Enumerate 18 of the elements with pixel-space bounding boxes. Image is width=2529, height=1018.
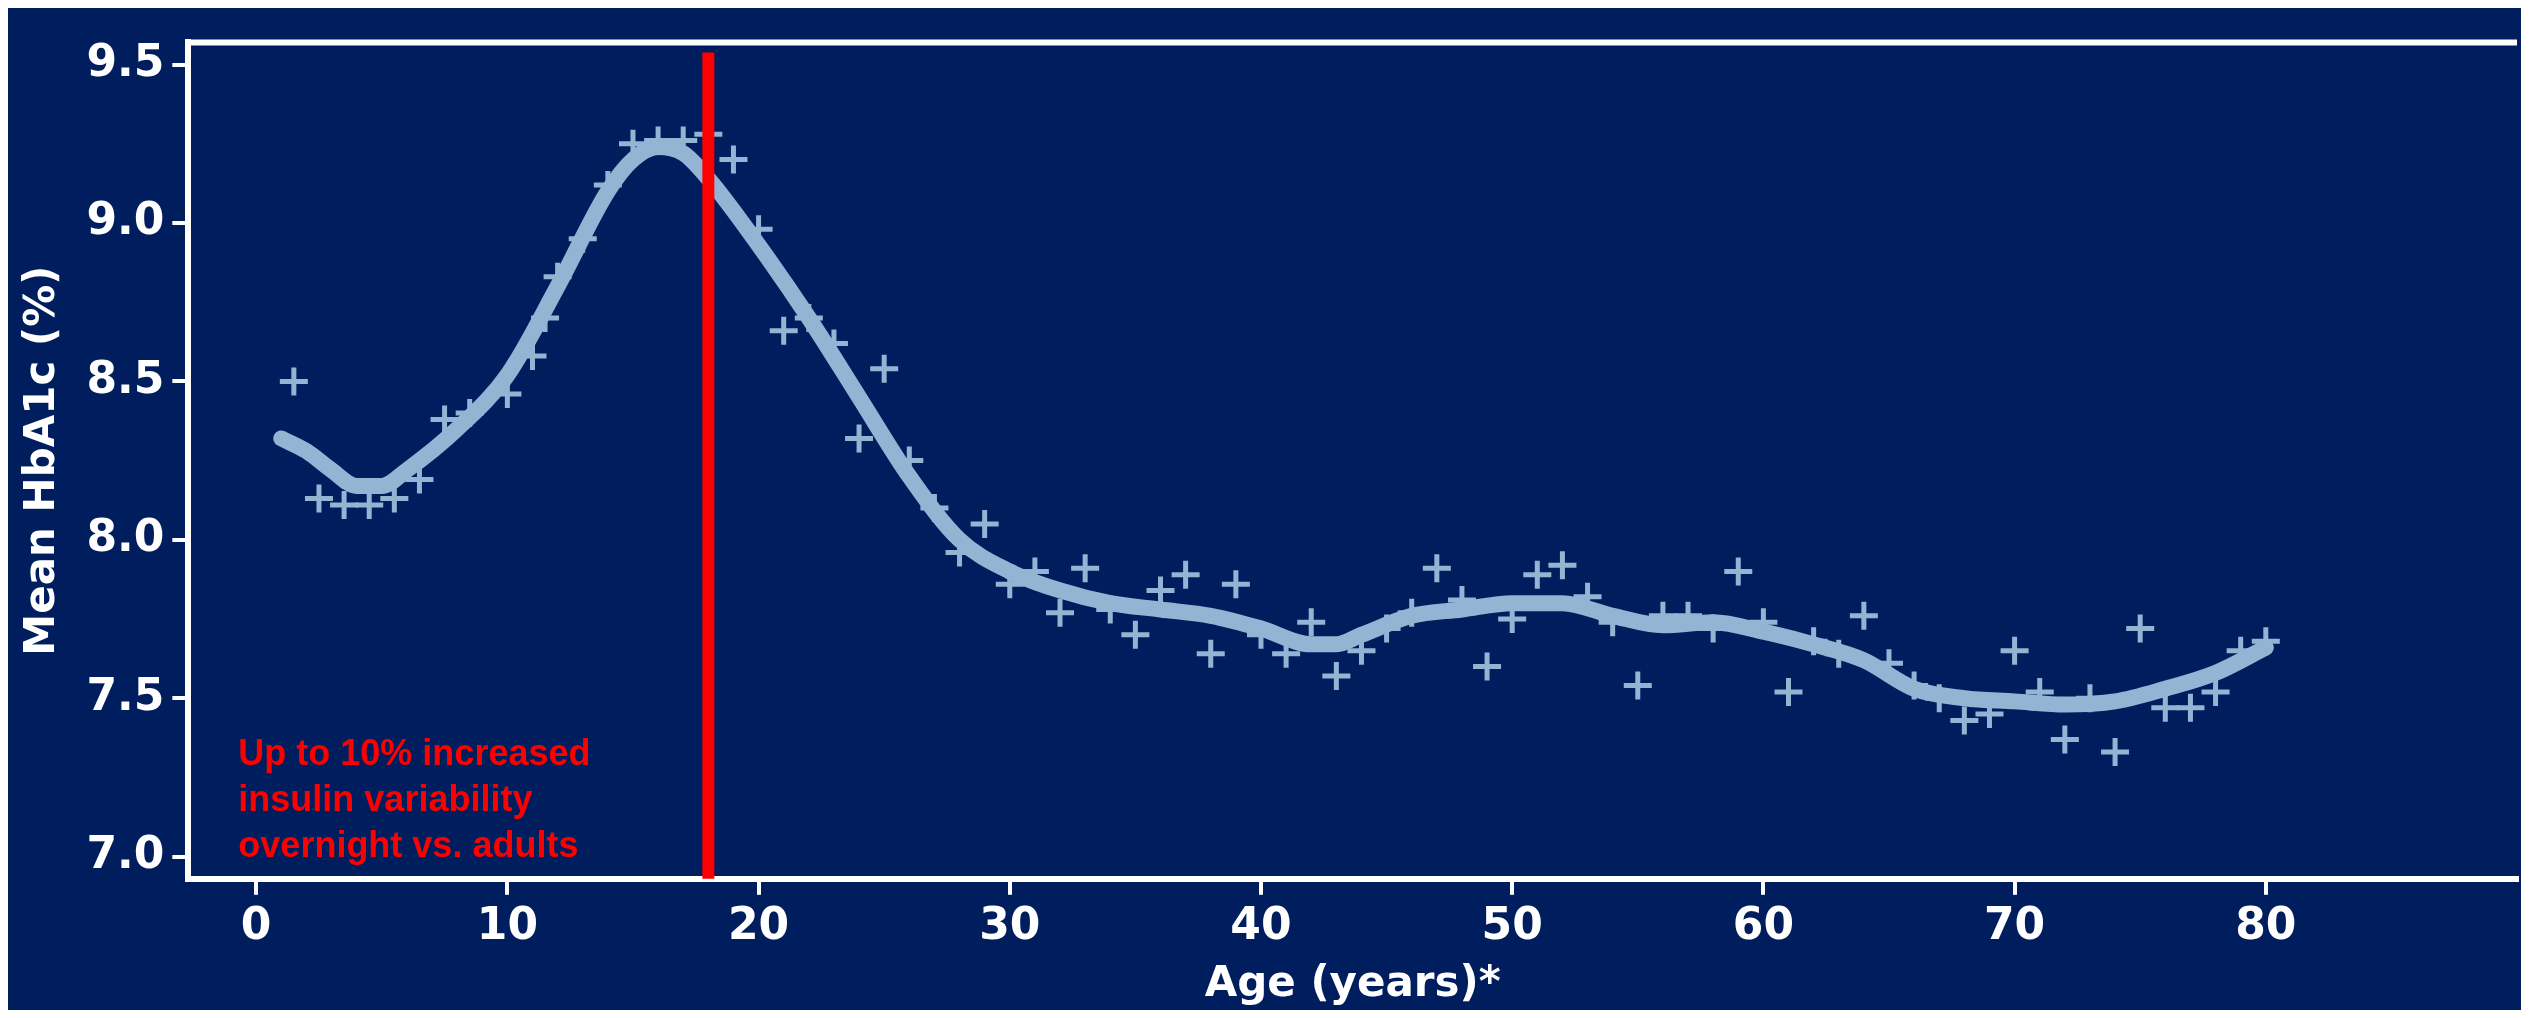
y-tick-label: 7.5 xyxy=(86,668,165,720)
y-axis-title: Mean HbA1c (%) xyxy=(15,265,65,656)
x-tick-label: 30 xyxy=(979,897,1041,949)
x-tick-label: 70 xyxy=(1983,897,2046,949)
y-tick-label: 8.5 xyxy=(86,351,165,403)
y-tick-label: 7.0 xyxy=(86,827,165,879)
x-tick-label: 10 xyxy=(476,897,538,949)
x-tick-label: 50 xyxy=(1481,897,1543,949)
x-tick-label: 20 xyxy=(727,897,790,949)
x-tick-label: 80 xyxy=(2235,897,2297,949)
ref-line-label: Up to 10% increased insulin variability overnight vs. adults xyxy=(238,731,591,865)
y-tick-label: 9.0 xyxy=(86,193,165,245)
x-tick-label: 60 xyxy=(1732,897,1795,949)
x-axis-title: Age (years)* xyxy=(1204,956,1501,1006)
y-tick-label: 8.0 xyxy=(86,510,165,562)
x-tick-label: 40 xyxy=(1230,897,1292,949)
y-tick-label: 9.5 xyxy=(86,35,165,87)
x-tick-label: 0 xyxy=(240,897,272,949)
